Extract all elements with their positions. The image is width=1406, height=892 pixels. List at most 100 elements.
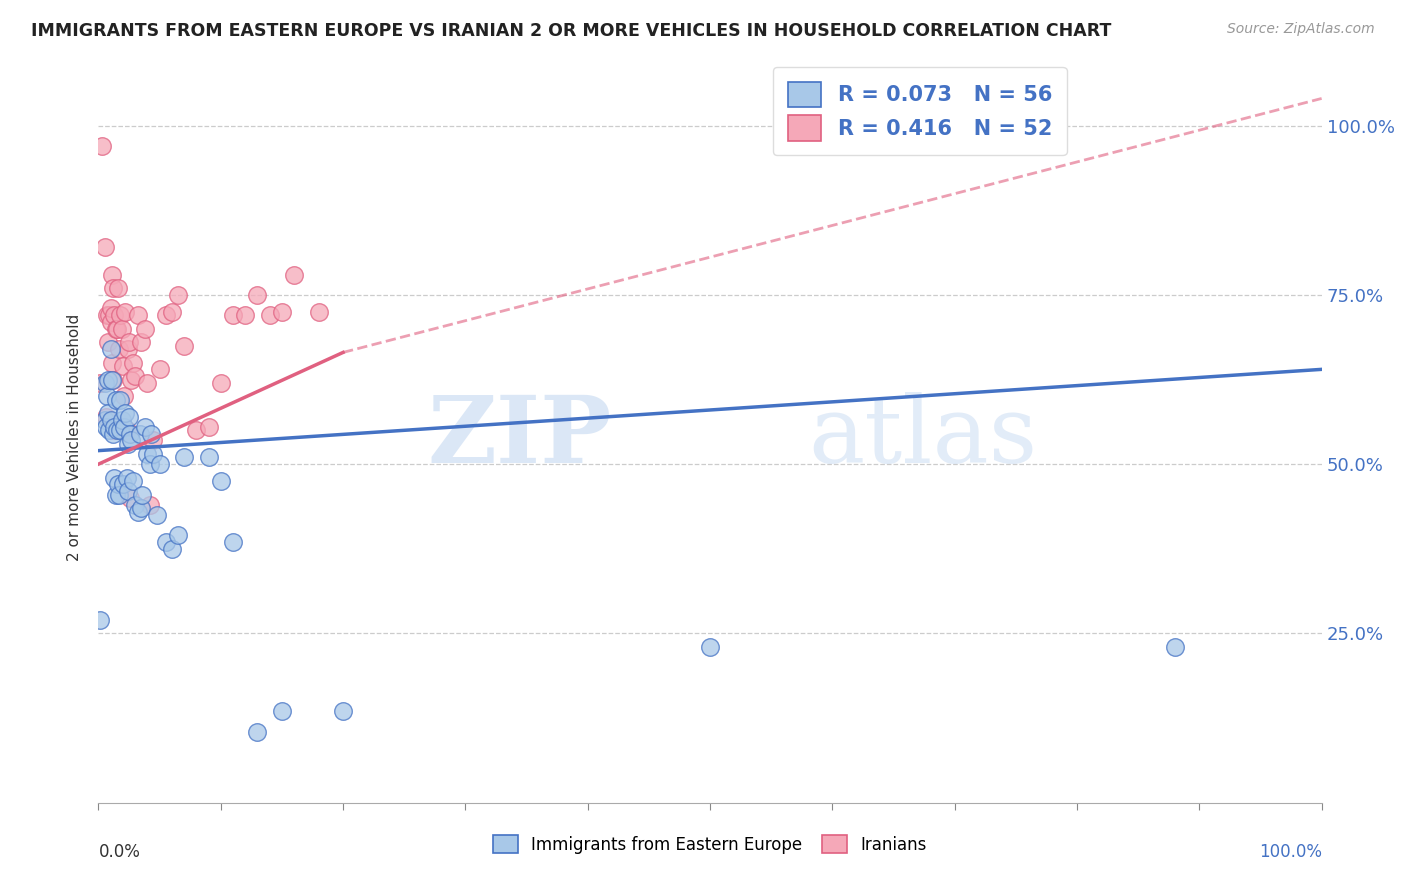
Point	[120, 426, 142, 441]
Point	[103, 308, 125, 322]
Point	[101, 355, 124, 369]
Point	[101, 372, 124, 386]
Point	[131, 488, 153, 502]
Point	[100, 342, 122, 356]
Point	[112, 389, 135, 403]
Point	[114, 406, 136, 420]
Point	[120, 372, 142, 386]
Point	[108, 488, 131, 502]
Point	[197, 450, 219, 465]
Point	[160, 541, 183, 556]
Point	[104, 392, 127, 407]
Point	[111, 413, 134, 427]
Point	[270, 705, 294, 719]
Point	[100, 413, 122, 427]
Point	[699, 640, 721, 654]
Point	[103, 420, 125, 434]
Point	[149, 457, 172, 471]
Point	[91, 139, 114, 153]
Point	[117, 484, 139, 499]
Point	[101, 268, 124, 282]
Point	[209, 376, 232, 390]
Text: Source: ZipAtlas.com: Source: ZipAtlas.com	[1227, 22, 1375, 37]
Point	[101, 426, 124, 441]
Point	[209, 474, 232, 488]
Point	[167, 528, 190, 542]
Point	[127, 505, 149, 519]
Point	[134, 322, 156, 336]
Point	[167, 288, 190, 302]
Point	[96, 389, 118, 403]
Text: 0.0%: 0.0%	[98, 843, 141, 861]
Point	[118, 409, 141, 424]
Point	[110, 392, 132, 407]
Point	[149, 362, 172, 376]
Point	[173, 338, 195, 352]
Point	[89, 613, 111, 627]
Point	[283, 268, 305, 282]
Point	[94, 420, 117, 434]
Point	[108, 342, 131, 356]
Point	[129, 501, 152, 516]
Text: 100.0%: 100.0%	[1258, 843, 1322, 861]
Point	[98, 423, 121, 437]
Point	[146, 508, 169, 522]
Point	[111, 477, 134, 491]
Point	[104, 322, 127, 336]
Point	[98, 308, 121, 322]
Point	[222, 535, 245, 549]
Point	[259, 308, 281, 322]
Point	[136, 447, 159, 461]
Point	[155, 308, 177, 322]
Point	[110, 308, 132, 322]
Point	[101, 372, 124, 386]
Point	[308, 305, 330, 319]
Point	[127, 308, 149, 322]
Point	[118, 335, 141, 350]
Point	[120, 434, 142, 448]
Point	[136, 376, 159, 390]
Point	[104, 488, 127, 502]
Point	[89, 376, 111, 390]
Point	[1164, 640, 1187, 654]
Point	[103, 423, 125, 437]
Point	[93, 376, 115, 390]
Point	[114, 305, 136, 319]
Point	[101, 281, 124, 295]
Point	[233, 308, 256, 322]
Point	[97, 372, 120, 386]
Point	[105, 322, 128, 336]
Text: atlas: atlas	[808, 392, 1038, 482]
Point	[197, 420, 219, 434]
Point	[139, 498, 162, 512]
Point	[111, 322, 134, 336]
Point	[246, 288, 269, 302]
Point	[121, 474, 143, 488]
Point	[186, 423, 208, 437]
Point	[112, 420, 135, 434]
Point	[160, 305, 183, 319]
Point	[100, 315, 122, 329]
Point	[139, 426, 162, 441]
Point	[107, 477, 129, 491]
Point	[105, 423, 128, 437]
Point	[115, 471, 138, 485]
Point	[97, 335, 120, 350]
Point	[111, 359, 134, 373]
Point	[270, 305, 294, 319]
Point	[117, 342, 139, 356]
Point	[129, 426, 152, 441]
Point	[155, 535, 177, 549]
Point	[100, 301, 122, 316]
Point	[93, 240, 115, 254]
Y-axis label: 2 or more Vehicles in Household: 2 or more Vehicles in Household	[67, 313, 83, 561]
Point	[121, 355, 143, 369]
Point	[110, 423, 132, 437]
Point	[332, 705, 354, 719]
Point	[134, 420, 156, 434]
Point	[117, 437, 139, 451]
Point	[139, 457, 162, 471]
Text: ZIP: ZIP	[427, 392, 612, 482]
Point	[124, 498, 146, 512]
Point	[94, 409, 117, 424]
